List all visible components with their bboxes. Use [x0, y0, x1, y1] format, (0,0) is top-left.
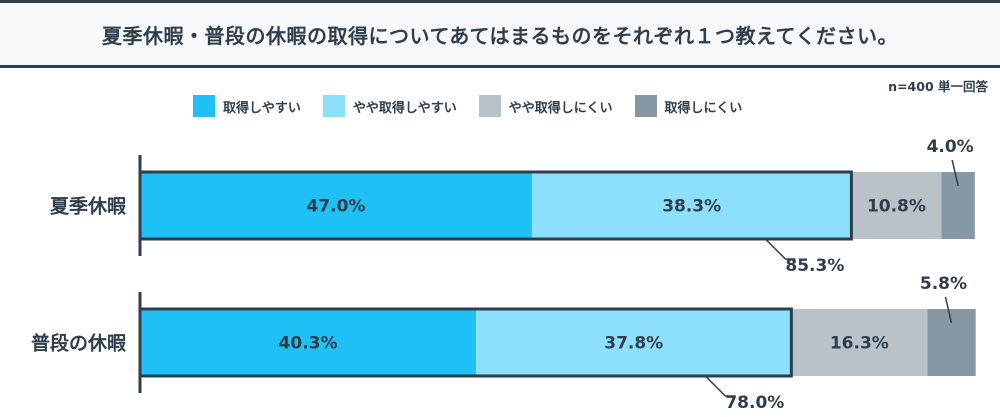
- legend-label: 取得しにくい: [664, 100, 743, 116]
- chart-header: 夏季休暇・普段の休暇の取得についてあてはまるものをそれぞれ１つ教えてください。: [0, 0, 1000, 68]
- segment-somewhat-hard: [851, 172, 942, 239]
- legend-swatch: [478, 95, 501, 117]
- segment-value-label: 16.3%: [830, 334, 889, 354]
- segment-value-label: 40.3%: [279, 334, 338, 354]
- cumulative-value-label: 85.3%: [785, 256, 844, 276]
- cumulative-outline: [138, 170, 853, 241]
- legend-swatch: [193, 95, 215, 117]
- category-label: 普段の休暇: [31, 332, 126, 355]
- category-label: 夏季休暇: [50, 196, 126, 218]
- segment-value-label: 5.8%: [920, 274, 967, 294]
- segment-hard: [941, 172, 975, 239]
- segment-value-label: 37.8%: [604, 334, 663, 354]
- cumulative-leader-line: [704, 375, 736, 397]
- segment-hard: [927, 309, 976, 376]
- segment-somewhat-hard: [791, 309, 928, 376]
- legend-swatch: [322, 95, 345, 117]
- legend: 取得しやすい やや取得しやすい やや取得しにくい 取得しにくい: [193, 95, 764, 117]
- legend-item-hard: 取得しにくい: [634, 95, 743, 117]
- sample-note: n=400 単一回答: [888, 79, 988, 94]
- chart-title: 夏季休暇・普段の休暇の取得についてあてはまるものをそれぞれ１つ教えてください。: [102, 23, 898, 48]
- legend-label: やや取得しやすい: [352, 100, 457, 116]
- cumulative-value-label: 78.0%: [725, 393, 784, 413]
- segment-value-label: 10.8%: [867, 197, 926, 217]
- segment-value-label: 47.0%: [306, 197, 365, 217]
- legend-item-somewhat-easy: やや取得しやすい: [322, 95, 457, 117]
- callout-leader-line: [944, 296, 953, 324]
- segment-easy: [140, 172, 532, 239]
- segment-easy: [140, 309, 477, 376]
- legend-swatch: [634, 95, 657, 117]
- legend-label: 取得しやすい: [223, 100, 301, 116]
- segment-value-label: 38.3%: [662, 197, 721, 217]
- segment-somewhat-easy: [531, 172, 852, 239]
- legend-item-somewhat-hard: やや取得しにくい: [478, 95, 613, 117]
- legend-item-easy: 取得しやすい: [193, 95, 301, 117]
- cumulative-leader-line: [764, 238, 796, 260]
- segment-somewhat-easy: [476, 309, 792, 376]
- cumulative-outline: [138, 307, 793, 378]
- segment-value-label: 4.0%: [927, 137, 974, 157]
- callout-leader-line: [951, 159, 959, 187]
- legend-label: やや取得しにくい: [508, 100, 613, 116]
